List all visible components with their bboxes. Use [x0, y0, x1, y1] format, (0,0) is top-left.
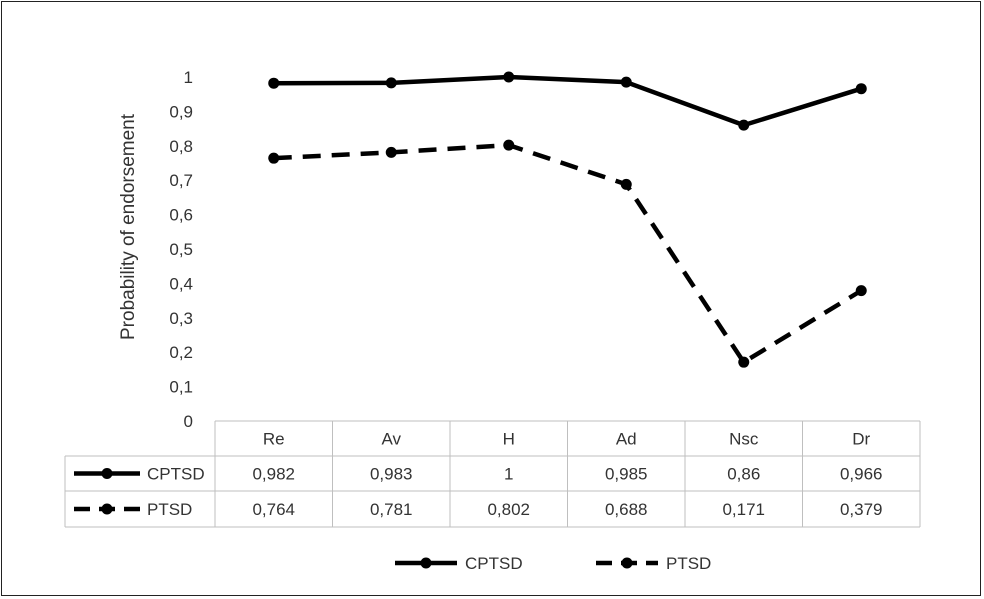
data-point-ptsd — [738, 356, 750, 368]
table-value-cell: 0,86 — [727, 465, 760, 484]
y-tick-label: 0,8 — [169, 137, 193, 156]
data-point-ptsd — [855, 285, 867, 297]
series-line-cptsd — [273, 74, 862, 128]
category-label: Av — [381, 430, 401, 449]
category-label: Ad — [616, 430, 637, 449]
category-label: Dr — [852, 430, 870, 449]
legend-label: PTSD — [666, 554, 711, 573]
table-value-cell: 0,688 — [605, 500, 648, 519]
category-label: Nsc — [729, 430, 759, 449]
table-value-cell: 0,985 — [605, 465, 648, 484]
category-label: H — [503, 430, 515, 449]
y-tick-label: 0,2 — [169, 343, 193, 362]
table-value-cell: 1 — [504, 465, 513, 484]
table-value-cell: 0,983 — [370, 465, 413, 484]
data-point-cptsd — [503, 71, 515, 83]
y-tick-label: 0 — [184, 412, 193, 431]
table-value-cell: 0,764 — [252, 500, 295, 519]
data-point-cptsd — [268, 77, 280, 89]
y-tick-label: 1 — [184, 68, 193, 87]
table-value-cell: 0,802 — [487, 500, 530, 519]
table-value-cell: 0,379 — [840, 500, 883, 519]
y-tick-label: 0,9 — [169, 102, 193, 121]
legend-label: CPTSD — [465, 554, 523, 573]
data-point-cptsd — [738, 119, 750, 131]
table-value-cell: 0,966 — [840, 465, 883, 484]
y-tick-label: 0,4 — [169, 274, 193, 293]
y-tick-label: 0,5 — [169, 240, 193, 259]
table-value-cell: 0,982 — [252, 465, 295, 484]
y-tick-label: 0,1 — [169, 378, 193, 397]
data-point-cptsd — [855, 83, 867, 95]
data-point-ptsd — [268, 152, 280, 164]
table-legend-key-ptsd-marker — [101, 503, 113, 515]
y-tick-label: 0,7 — [169, 171, 193, 190]
legend-key-cptsd-marker — [420, 557, 432, 569]
series-line-ptsd — [273, 142, 863, 365]
table-legend-key-cptsd-marker — [101, 468, 113, 479]
table-series-label: CPTSD — [147, 465, 205, 484]
data-point-ptsd — [620, 178, 632, 190]
data-point-ptsd — [503, 139, 515, 151]
y-tick-label: 0,3 — [169, 309, 193, 328]
category-label: Re — [263, 430, 285, 449]
y-axis-label: Probability of endorsement — [118, 113, 139, 340]
data-point-ptsd — [385, 146, 397, 158]
data-point-cptsd — [385, 77, 397, 89]
table-value-cell: 0,171 — [722, 500, 765, 519]
table-value-cell: 0,781 — [370, 500, 413, 519]
table-series-label: PTSD — [147, 500, 192, 519]
y-tick-label: 0,6 — [169, 206, 193, 225]
data-point-cptsd — [620, 76, 632, 88]
legend-key-ptsd-marker — [621, 557, 633, 569]
